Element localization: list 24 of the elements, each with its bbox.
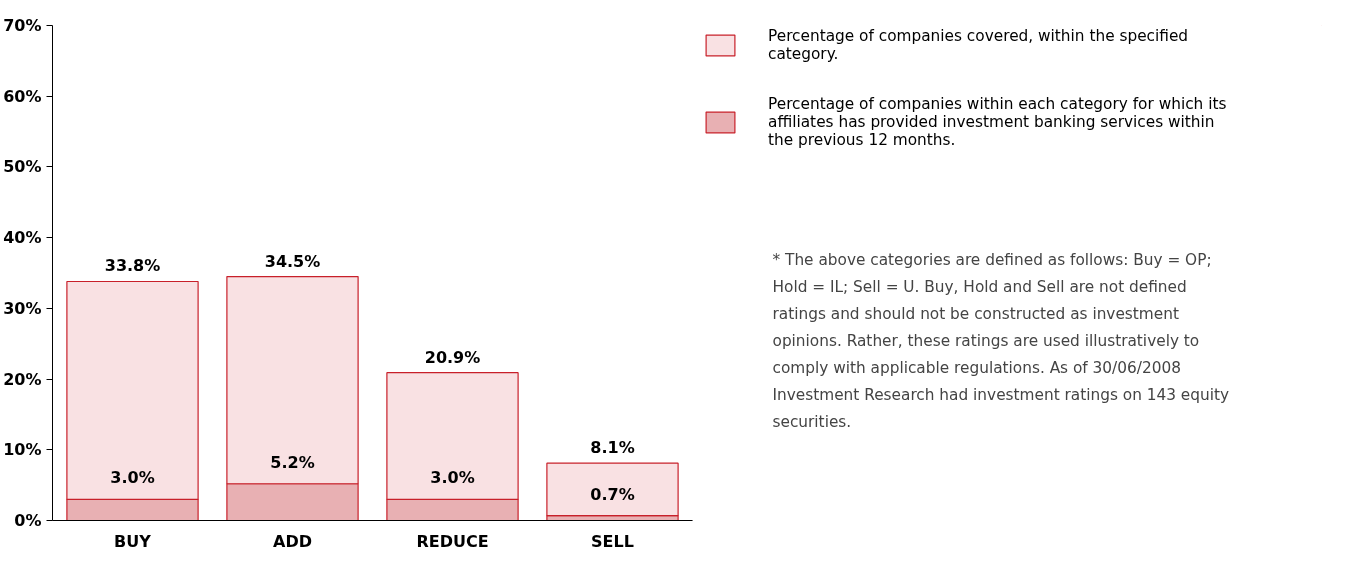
legend-label: Percentage of companies covered, within the specified category. [768,26,1189,65]
data-label: 3.0% [430,468,475,488]
legend-label: Percentage of companies within each category for which its affiliates has provided investment banking services within the previous 12 months. [768,95,1227,149]
y-tick-label: 40% [3,228,42,248]
x-tick-label: BUY [114,531,152,551]
y-tick-label: 60% [3,86,42,106]
bar [546,462,679,517]
y-tick-label: 50% [3,157,42,177]
data-label: 3.0% [110,468,155,488]
x-tick-label: ADD [273,531,312,551]
data-label: 0.7% [590,484,635,504]
x-tick-label: SELL [591,531,634,551]
y-tick-label: 70% [3,16,42,35]
total-label: 20.9% [424,347,481,367]
y-tick-label: 20% [3,369,42,389]
x-tick-label: REDUCE [416,531,489,551]
y-tick-label: 0% [14,511,42,530]
y-tick-label: 30% [3,298,42,318]
total-label: 8.1% [590,438,635,458]
total-label: 34.5% [264,251,321,271]
data-label: 5.2% [270,452,315,472]
total-label: 33.8% [104,256,161,276]
y-tick-label: 10% [3,440,42,460]
text: * The above categories are defined as follows: Buy = OP; Hold = IL; Sell = U. Buy, Hold and Sell are not defined ratings and should not be constructed as investment opinions. Rather, these ratings are used illustratively to comply with applicable regulations. As of 30/06/2008 Investment Research had investment ratings on 143 equity securities. [772,251,1230,432]
